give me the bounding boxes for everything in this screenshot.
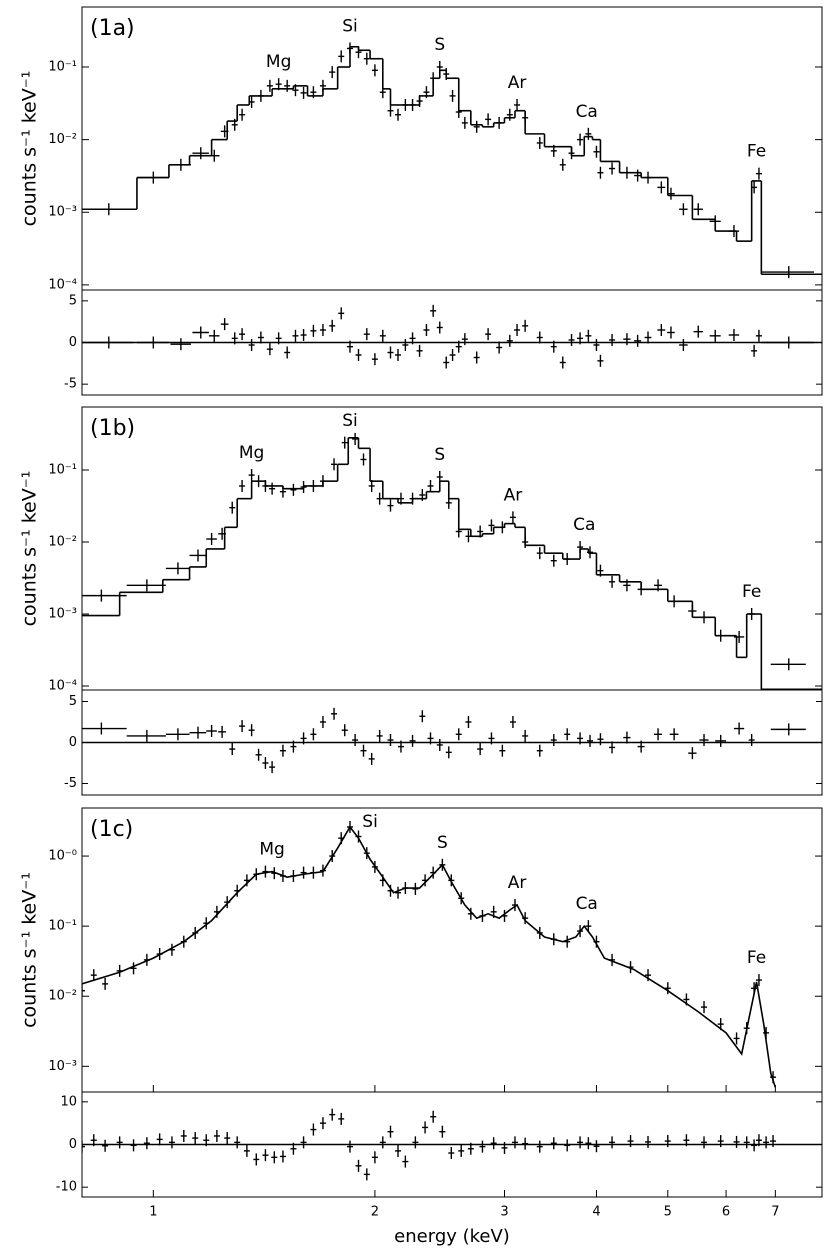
y-tick-label: 10⁻¹ (48, 919, 77, 934)
line-label: Mg (239, 443, 264, 463)
y-tick-label: 5 (69, 694, 77, 709)
y-tick-label: 10⁻¹ (48, 59, 77, 74)
line-label: Mg (259, 840, 284, 860)
line-label: Si (342, 411, 358, 431)
panel-label: (1b) (90, 416, 135, 441)
y-tick-label: 10⁻⁴ (48, 277, 77, 292)
line-label: Fe (747, 142, 766, 162)
line-label: Ca (576, 102, 598, 122)
y-tick-label: 10⁻¹ (48, 463, 77, 478)
y-tick-label: 10⁻² (48, 535, 77, 550)
spectrum-frame (81, 6, 823, 291)
y-tick-label: 10⁻² (48, 132, 77, 147)
y-tick-label: 10⁻⁴ (48, 679, 77, 694)
model-line (82, 825, 777, 1088)
x-tick-label: 1 (149, 1205, 157, 1220)
y-axis-label: counts s⁻¹ keV⁻¹ (19, 471, 41, 627)
plot-area (82, 42, 822, 369)
y-tick-label: 0 (69, 1137, 77, 1152)
line-label: Si (362, 812, 378, 832)
plot-area (82, 432, 822, 774)
y-tick-label: -10 (56, 1180, 77, 1195)
y-axis-label: counts s⁻¹ keV⁻¹ (19, 872, 41, 1028)
x-tick-label: 3 (500, 1205, 508, 1220)
line-label: Ca (576, 894, 598, 914)
line-label: Si (342, 16, 358, 36)
y-tick-label: 10⁻³ (48, 1059, 77, 1074)
panel-label: (1a) (90, 16, 135, 41)
line-label: Ca (573, 515, 595, 535)
x-tick-label: 6 (722, 1205, 730, 1220)
panel-label: (1c) (90, 817, 133, 842)
plot-area (82, 820, 777, 1181)
x-axis-label: energy (keV) (394, 1226, 510, 1247)
y-tick-label: 0 (69, 335, 77, 350)
line-label: S (437, 833, 448, 853)
y-axis-label: counts s⁻¹ keV⁻¹ (19, 71, 41, 227)
y-tick-label: -5 (64, 377, 77, 392)
y-tick-label: 0 (69, 735, 77, 750)
y-tick-label: 10⁻³ (48, 607, 77, 622)
line-label: Fe (742, 582, 761, 602)
y-tick-label: 10⁻² (48, 989, 77, 1004)
x-tick-label: 5 (664, 1205, 672, 1220)
x-tick-label: 7 (771, 1205, 779, 1220)
line-label: Mg (266, 52, 291, 72)
y-tick-label: 10⁻⁰ (48, 849, 77, 864)
x-tick-label: 2 (371, 1205, 379, 1220)
line-label: S (434, 445, 445, 465)
spectrum-frame (81, 807, 823, 1093)
line-label: Fe (747, 948, 766, 968)
line-label: Ar (504, 485, 523, 505)
x-tick-label: 4 (592, 1205, 600, 1220)
line-label: Ar (508, 873, 527, 893)
line-label: Ar (508, 73, 527, 93)
y-tick-label: 10 (60, 1094, 77, 1109)
spectrum-frame (81, 406, 823, 691)
line-label: S (434, 35, 445, 55)
y-tick-label: 5 (69, 293, 77, 308)
y-tick-label: 10⁻³ (48, 205, 77, 220)
y-tick-label: -5 (64, 776, 77, 791)
